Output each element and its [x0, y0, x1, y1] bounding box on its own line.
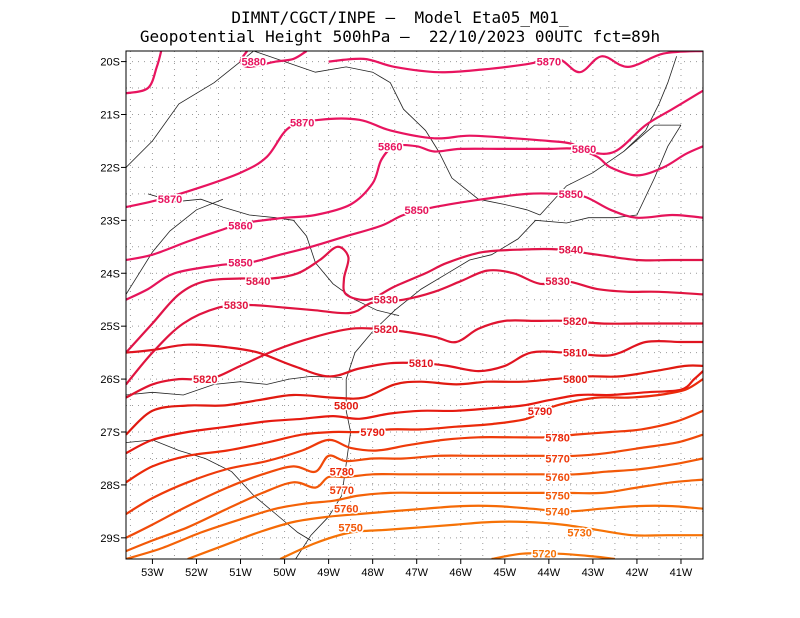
lat-lon-grid [126, 51, 704, 559]
lat-tick-label: 27S [100, 427, 120, 439]
contour-labels: 5880 5870 5870 5860 5860 5870 5850 5850 5860 5840… [156, 55, 598, 562]
contour-label-5820: 5820 [563, 316, 587, 328]
contour-label-5770: 5770 [330, 485, 354, 497]
lon-tick-label: 47W [405, 567, 428, 579]
contour-label-5780: 5780 [545, 432, 569, 444]
contour-label-5870: 5870 [158, 194, 182, 206]
state-borders [126, 51, 254, 168]
lon-tick-label: 51W [229, 567, 252, 579]
lon-tick-label: 42W [626, 567, 649, 579]
map-title-line-1: DIMNT/CGCT/INPE – Model Eta05_M01_ [231, 8, 569, 27]
contour-5730 [187, 504, 703, 559]
contour-5880 [126, 51, 163, 95]
contour-label-5730: 5730 [567, 528, 591, 540]
plot-frame [125, 50, 704, 560]
river-parana [126, 198, 224, 295]
contour-label-5810: 5810 [409, 358, 433, 370]
contour-5770 [126, 409, 703, 515]
contour-5750 [126, 457, 703, 553]
contour-label-5870: 5870 [537, 57, 561, 69]
contour-label-5820: 5820 [374, 324, 398, 336]
contour-label-5830: 5830 [224, 300, 248, 312]
contour-5810 [126, 339, 703, 378]
contour-label-5750: 5750 [338, 522, 362, 534]
contour-label-5790: 5790 [528, 406, 552, 418]
contour-5790 [126, 370, 703, 455]
contour-label-5770: 5770 [545, 453, 569, 465]
contour-5860 [126, 216, 285, 262]
lat-tick-label: 29S [100, 533, 120, 545]
coastline [295, 124, 682, 559]
contour-label-5800: 5800 [563, 374, 587, 386]
lon-tick-label: 41W [670, 567, 693, 579]
state-borders [623, 124, 681, 152]
contour-label-5750: 5750 [545, 491, 569, 503]
state-borders [126, 375, 342, 396]
contour-5830 [126, 269, 703, 386]
contour-label-5860: 5860 [378, 141, 402, 153]
contour-label-5860: 5860 [228, 221, 252, 233]
contour-label-5760: 5760 [545, 472, 569, 484]
lon-tick-label: 50W [273, 567, 296, 579]
state-borders [539, 56, 677, 216]
contour-label-5840: 5840 [559, 244, 583, 256]
lon-tick-label: 45W [493, 567, 516, 579]
contour-label-5800: 5800 [334, 401, 358, 413]
height-contours [126, 51, 703, 559]
contour-label-5760: 5760 [334, 504, 358, 516]
contour-5880 [239, 51, 308, 68]
lat-tick-label: 24S [100, 268, 120, 280]
contour-label-5830: 5830 [374, 295, 398, 307]
lat-tick-label: 20S [100, 57, 120, 69]
lat-tick-label: 21S [100, 110, 120, 122]
contour-5870 [126, 89, 703, 209]
latitude-axis: 20S 21S 22S 23S 24S 25S 26S 27S 28S 29S [100, 57, 126, 545]
lon-tick-label: 49W [317, 567, 340, 579]
lat-tick-label: 25S [100, 321, 120, 333]
contour-5760 [126, 433, 703, 539]
lon-tick-label: 43W [582, 567, 605, 579]
contour-5820 [126, 319, 703, 399]
contour-5860 [284, 143, 703, 219]
lon-tick-label: 53W [141, 567, 164, 579]
longitude-axis: 53W 52W 51W 50W 49W 48W 47W 46W 45W 44W 43W 42W 41W [141, 559, 693, 579]
contour-label-5850: 5850 [404, 205, 428, 217]
state-borders [147, 193, 400, 316]
contour-5780 [126, 378, 703, 484]
lat-tick-label: 28S [100, 480, 120, 492]
contour-5850 [126, 192, 703, 301]
lat-tick-label: 26S [100, 374, 120, 386]
contour-label-5860: 5860 [572, 144, 596, 156]
contour-5840 [126, 245, 703, 354]
lon-tick-label: 48W [361, 567, 384, 579]
contour-5800 [126, 364, 703, 436]
contour-label-5830: 5830 [545, 276, 569, 288]
state-borders [126, 439, 312, 541]
geographic-boundaries [126, 51, 682, 559]
contour-label-5880: 5880 [241, 57, 265, 69]
contour-5870 [328, 51, 703, 74]
contour-label-5790: 5790 [360, 427, 384, 439]
lon-tick-label: 44W [538, 567, 561, 579]
contour-5720 [491, 552, 616, 559]
contour-label-5740: 5740 [545, 506, 569, 518]
contour-5740 [126, 478, 703, 559]
contour-label-5780: 5780 [330, 467, 354, 479]
contour-label-5810: 5810 [563, 348, 587, 360]
state-borders [253, 51, 541, 216]
lat-tick-label: 23S [100, 215, 120, 227]
contour-label-5870: 5870 [290, 117, 314, 129]
contour-label-5820: 5820 [193, 374, 217, 386]
contour-label-5850: 5850 [559, 189, 583, 201]
lon-tick-label: 52W [185, 567, 208, 579]
lon-tick-label: 46W [449, 567, 472, 579]
contour-label-5840: 5840 [246, 276, 270, 288]
lat-tick-label: 22S [100, 162, 120, 174]
contour-label-5850: 5850 [228, 258, 252, 270]
contour-label-5720: 5720 [532, 549, 556, 561]
map-title-line-2: Geopotential Height 500hPa – 22/10/2023 … [139, 27, 661, 46]
contour-5720 [279, 520, 703, 559]
